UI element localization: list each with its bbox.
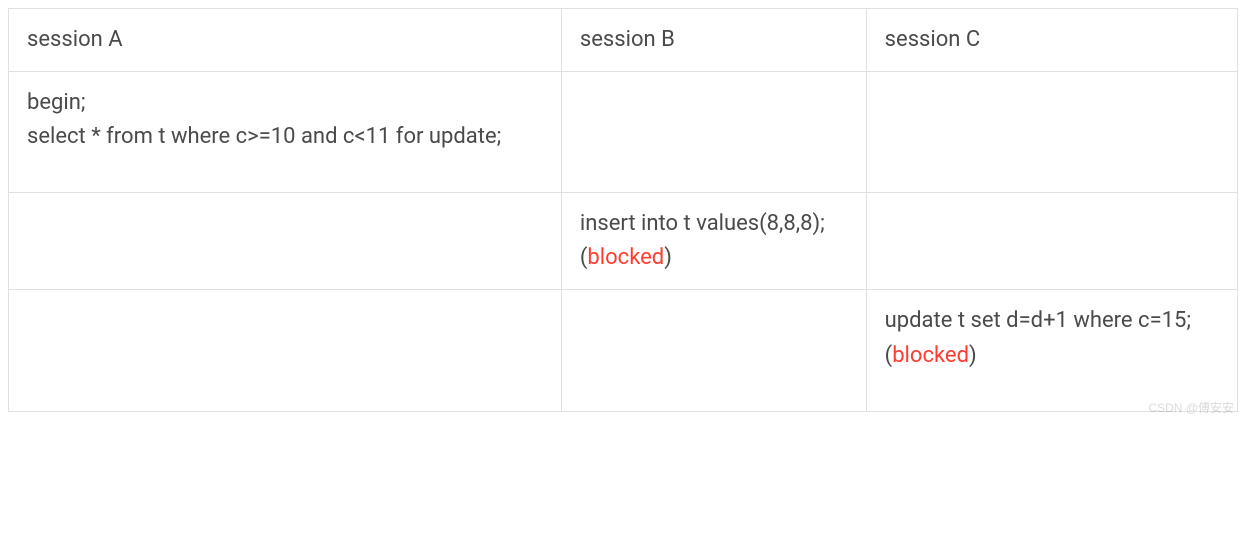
col-header-session-b: session B (561, 9, 866, 72)
cell-text: begin; select * from t where c>=10 and c… (27, 90, 501, 149)
cell-r2-b (561, 290, 866, 411)
cell-r0-b (561, 72, 866, 193)
blocked-label: blocked (587, 245, 664, 270)
session-table: session A session B session C begin; sel… (8, 8, 1238, 412)
table-row: insert into t values(8,8,8);(blocked) (9, 193, 1238, 290)
cell-r1-a (9, 193, 562, 290)
cell-r0-c (866, 72, 1237, 193)
table-header-row: session A session B session C (9, 9, 1238, 72)
cell-r2-c: update t set d=d+1 where c=15;(blocked) (866, 290, 1237, 411)
cell-text: insert into t values(8,8,8); (580, 211, 825, 236)
cell-r1-c (866, 193, 1237, 290)
table-row: update t set d=d+1 where c=15;(blocked) (9, 290, 1238, 411)
cell-r1-b: insert into t values(8,8,8);(blocked) (561, 193, 866, 290)
col-header-session-c: session C (866, 9, 1237, 72)
cell-r2-a (9, 290, 562, 411)
blocked-label: blocked (892, 343, 969, 368)
col-header-session-a: session A (9, 9, 562, 72)
cell-r0-a: begin; select * from t where c>=10 and c… (9, 72, 562, 193)
cell-text: update t set d=d+1 where c=15; (885, 308, 1191, 333)
table-row: begin; select * from t where c>=10 and c… (9, 72, 1238, 193)
